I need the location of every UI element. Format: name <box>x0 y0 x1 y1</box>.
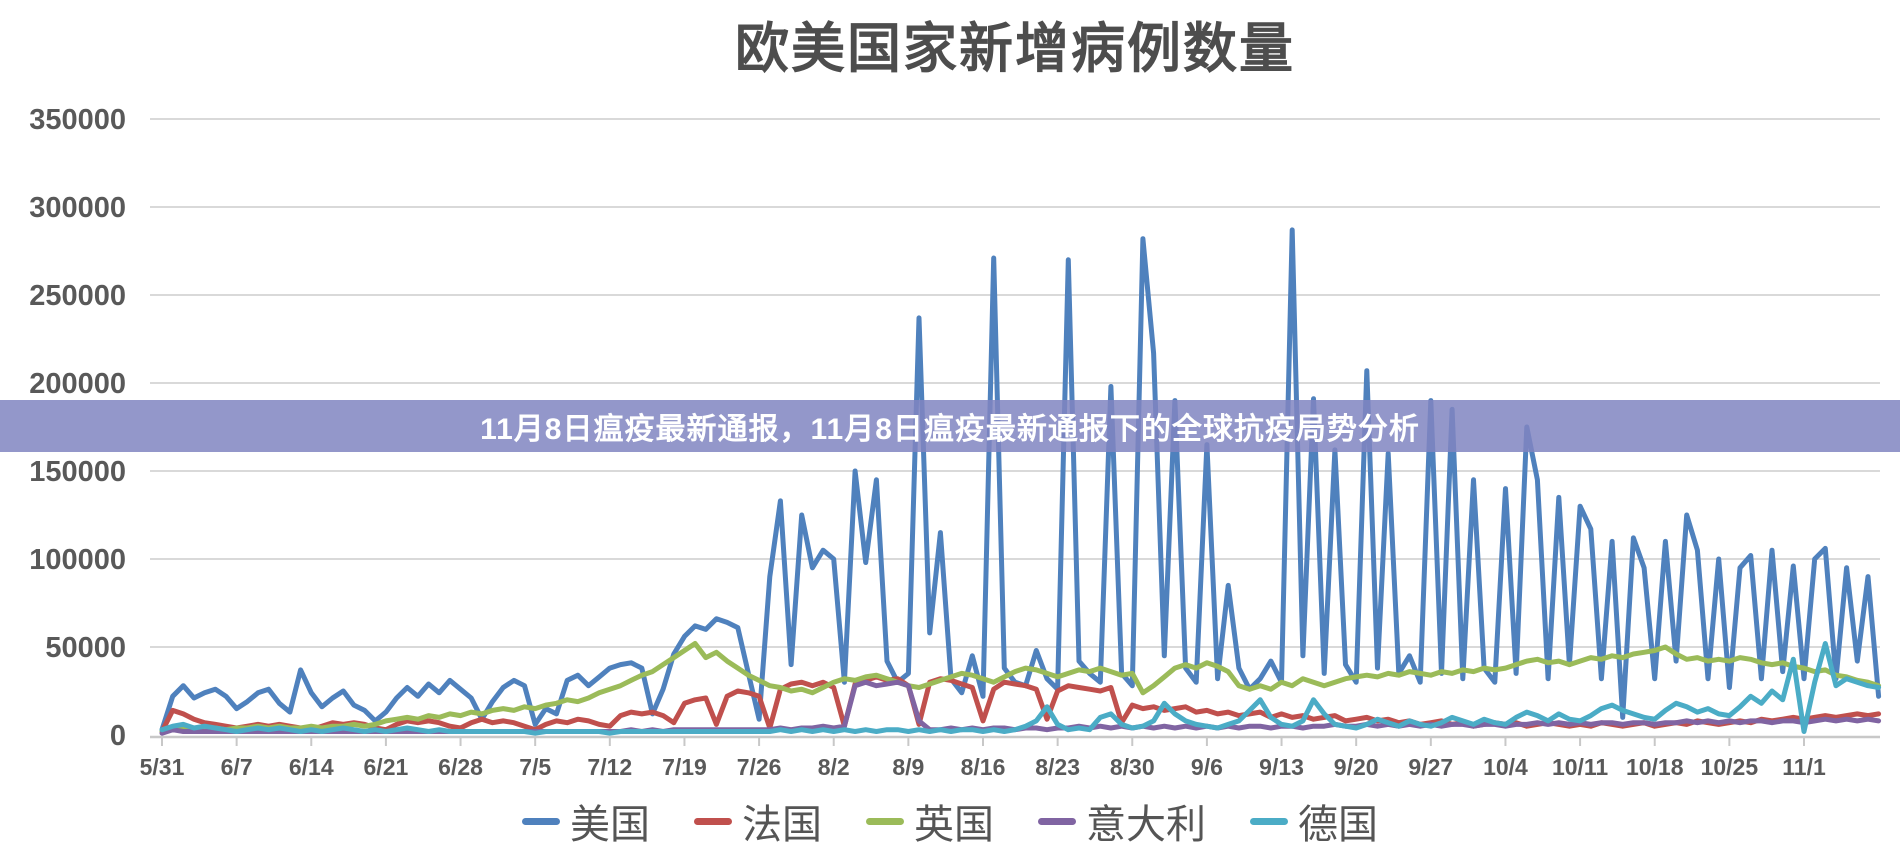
banner-title: 11月8日瘟疫最新通报，11月8日瘟疫最新通报下的全球抗疫局势分析 <box>480 413 1420 446</box>
y-axis-tick-label: 350000 <box>29 104 126 136</box>
x-axis-tick-label: 9/27 <box>1408 754 1453 780</box>
x-axis-tick-label: 11/1 <box>1782 754 1826 780</box>
x-axis-tick-label: 8/2 <box>818 754 850 780</box>
x-axis-tick-label: 8/23 <box>1035 754 1080 780</box>
y-axis-tick-label: 250000 <box>29 280 126 312</box>
legend-label-germany: 德国 <box>1298 802 1378 847</box>
x-axis-tick-label: 6/21 <box>364 754 409 780</box>
x-axis-tick-label: 7/5 <box>519 754 551 780</box>
legend-item-germany: 德国 <box>1250 792 1378 850</box>
x-axis-tick-label: 7/12 <box>587 754 632 780</box>
y-axis-tick-label: 100000 <box>29 544 126 576</box>
y-axis-tick-label: 200000 <box>29 368 126 400</box>
legend-swatch-france <box>694 817 732 825</box>
x-axis-tick-label: 8/16 <box>961 754 1006 780</box>
x-axis-tick-label: 6/7 <box>221 754 253 780</box>
x-axis-tick-label: 10/11 <box>1552 754 1608 780</box>
legend-swatch-uk <box>866 817 904 825</box>
overlay-banner: 11月8日瘟疫最新通报，11月8日瘟疫最新通报下的全球抗疫局势分析 <box>0 400 1900 452</box>
series-line-uk <box>159 641 1882 734</box>
x-axis-tick-label: 9/6 <box>1191 754 1223 780</box>
x-axis-tick-label: 8/30 <box>1110 754 1155 780</box>
legend-label-italy: 意大利 <box>1086 802 1206 847</box>
x-axis-tick-label: 10/25 <box>1701 754 1759 780</box>
legend-label-usa: 美国 <box>570 802 650 847</box>
x-axis-tick-label: 8/9 <box>892 754 924 780</box>
x-axis-tick-label: 9/20 <box>1334 754 1379 780</box>
x-axis-tick-label: 6/14 <box>289 754 334 780</box>
y-axis-tick-label: 150000 <box>29 456 126 488</box>
legend-item-usa: 美国 <box>522 792 650 850</box>
y-axis-tick-label: 300000 <box>29 192 126 224</box>
legend-item-uk: 英国 <box>866 792 994 850</box>
series-line-usa <box>159 227 1882 733</box>
legend-item-italy: 意大利 <box>1038 792 1206 850</box>
legend-item-france: 法国 <box>694 792 822 850</box>
x-axis-tick-label: 10/18 <box>1626 754 1684 780</box>
y-axis-tick-label: 50000 <box>45 632 126 664</box>
series-line-germany <box>159 641 1882 736</box>
x-axis-tick-label: 6/28 <box>438 754 483 780</box>
chart-legend: 美国 法国 英国 意大利 德国 <box>0 792 1900 850</box>
legend-swatch-usa <box>522 817 560 825</box>
legend-label-uk: 英国 <box>914 802 994 847</box>
x-axis-tick-label: 10/4 <box>1483 754 1528 780</box>
x-axis-tick-label: 5/31 <box>140 754 185 780</box>
x-axis-tick-label: 7/26 <box>737 754 782 780</box>
page-title: 欧美国家新增病例数量 <box>735 19 1295 79</box>
legend-swatch-germany <box>1250 817 1288 825</box>
x-axis-tick-label: 7/19 <box>662 754 707 780</box>
legend-label-france: 法国 <box>742 802 822 847</box>
y-axis-tick-label: 0 <box>110 720 126 752</box>
legend-swatch-italy <box>1038 817 1076 825</box>
x-axis-tick-label: 9/13 <box>1259 754 1304 780</box>
